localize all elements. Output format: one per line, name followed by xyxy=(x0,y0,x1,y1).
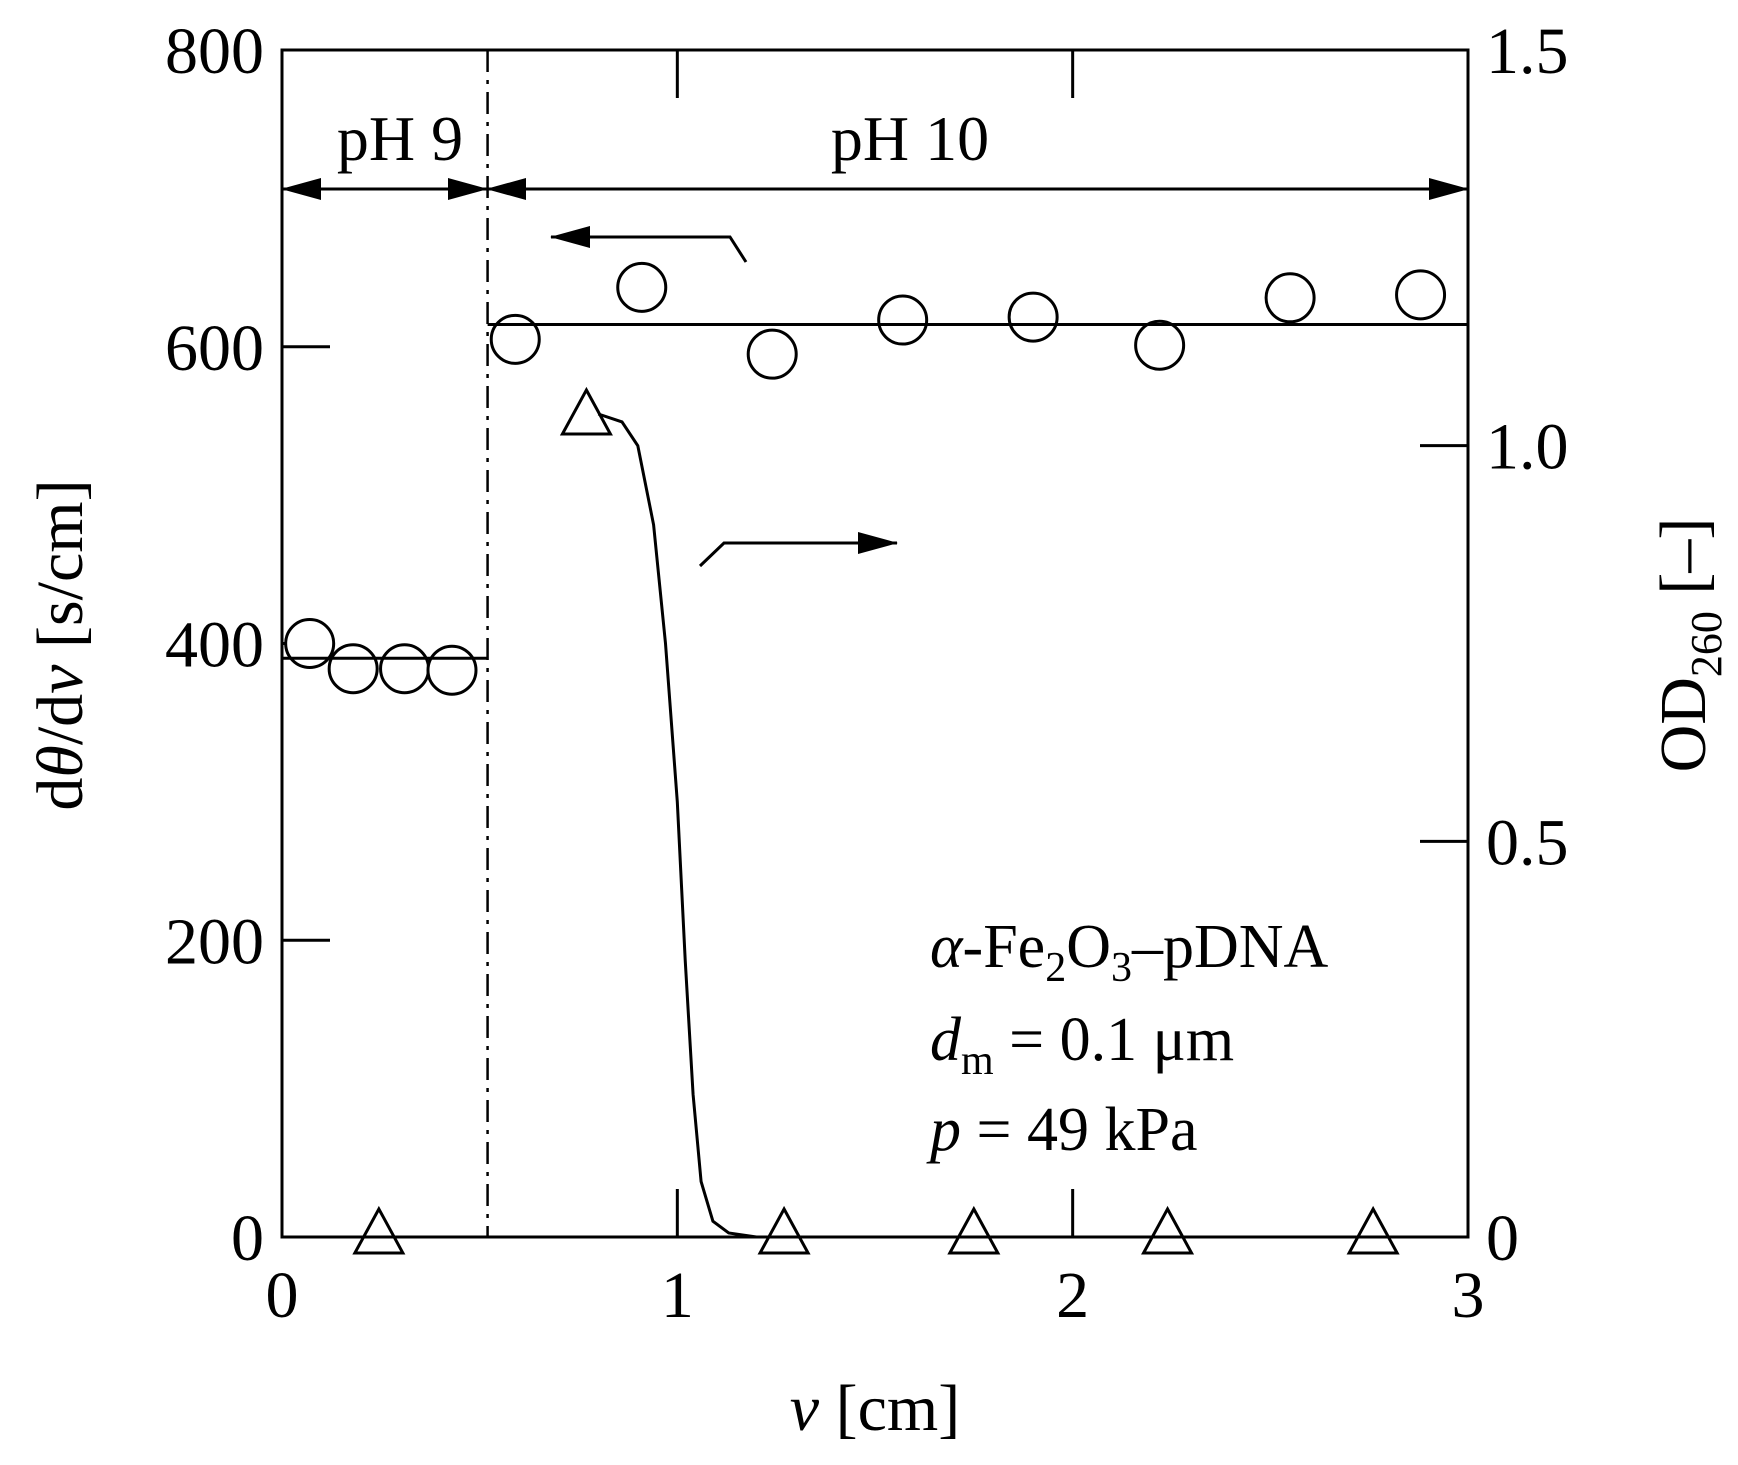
y2-tick-label: 0.5 xyxy=(1486,806,1569,879)
triangle-point xyxy=(757,1205,811,1255)
circle-point xyxy=(1134,319,1186,371)
y2-tick-label: 0 xyxy=(1486,1202,1519,1275)
y-tick-label: 200 xyxy=(165,905,264,978)
circle-point xyxy=(616,261,668,313)
region-label: pH 9 xyxy=(337,103,463,174)
triangle-point xyxy=(1141,1205,1195,1255)
circle-point xyxy=(284,618,336,669)
y-tick-label: 400 xyxy=(165,609,264,682)
circle-point xyxy=(327,643,379,695)
plot-frame xyxy=(280,48,1470,1239)
triangle-point xyxy=(1346,1205,1400,1255)
y-axis-label: dθ/dv [s/cm] xyxy=(24,479,97,810)
circle-point xyxy=(379,643,431,695)
circle-point xyxy=(426,644,478,696)
x-axis-label: v [cm] xyxy=(790,1372,960,1445)
triangle-point xyxy=(352,1205,406,1255)
y-tick-label: 800 xyxy=(165,15,264,88)
fit-line xyxy=(282,412,1468,1239)
annotation: α-Fe2O3–pDNA xyxy=(930,913,1329,991)
y-tick-label: 0 xyxy=(231,1202,264,1275)
x-tick-label: 2 xyxy=(1056,1259,1089,1332)
circle-point xyxy=(1007,291,1059,343)
triangle-point xyxy=(947,1205,1001,1255)
annotation: p = 49 kPa xyxy=(926,1096,1197,1164)
y-tick-label: 600 xyxy=(165,312,264,385)
triangle-point xyxy=(559,386,613,436)
circle-point xyxy=(746,328,798,380)
x-tick-label: 3 xyxy=(1452,1259,1485,1332)
circle-point xyxy=(1264,272,1316,324)
circle-point xyxy=(1395,269,1447,321)
region-label: pH 10 xyxy=(831,103,989,174)
x-tick-label: 1 xyxy=(661,1259,694,1332)
y2-tick-label: 1.5 xyxy=(1486,15,1569,88)
circle-point xyxy=(489,313,541,365)
circle-point xyxy=(877,294,929,346)
y2-axis-label: OD260 [–] xyxy=(1647,518,1731,773)
x-tick-label: 0 xyxy=(266,1259,299,1332)
annotation: dm = 0.1 μm xyxy=(930,1006,1234,1084)
y2-tick-label: 1.0 xyxy=(1486,411,1569,484)
axis-pointer-arrow xyxy=(698,532,898,568)
axis-pointer-arrow xyxy=(550,226,748,263)
